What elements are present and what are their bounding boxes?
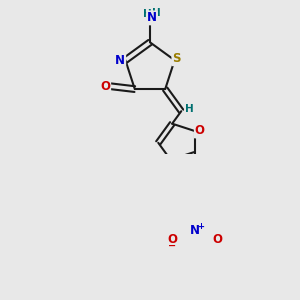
Text: −: − (168, 241, 176, 251)
Text: N: N (190, 224, 200, 237)
Text: H: H (185, 104, 194, 114)
Text: H: H (152, 8, 161, 18)
Text: +: + (197, 222, 204, 231)
Text: O: O (100, 80, 110, 93)
Text: O: O (195, 124, 205, 137)
Text: H: H (143, 9, 152, 19)
Text: N: N (115, 54, 125, 67)
Text: S: S (172, 52, 181, 65)
Text: O: O (167, 233, 177, 246)
Text: N: N (147, 11, 157, 24)
Text: O: O (212, 233, 222, 246)
